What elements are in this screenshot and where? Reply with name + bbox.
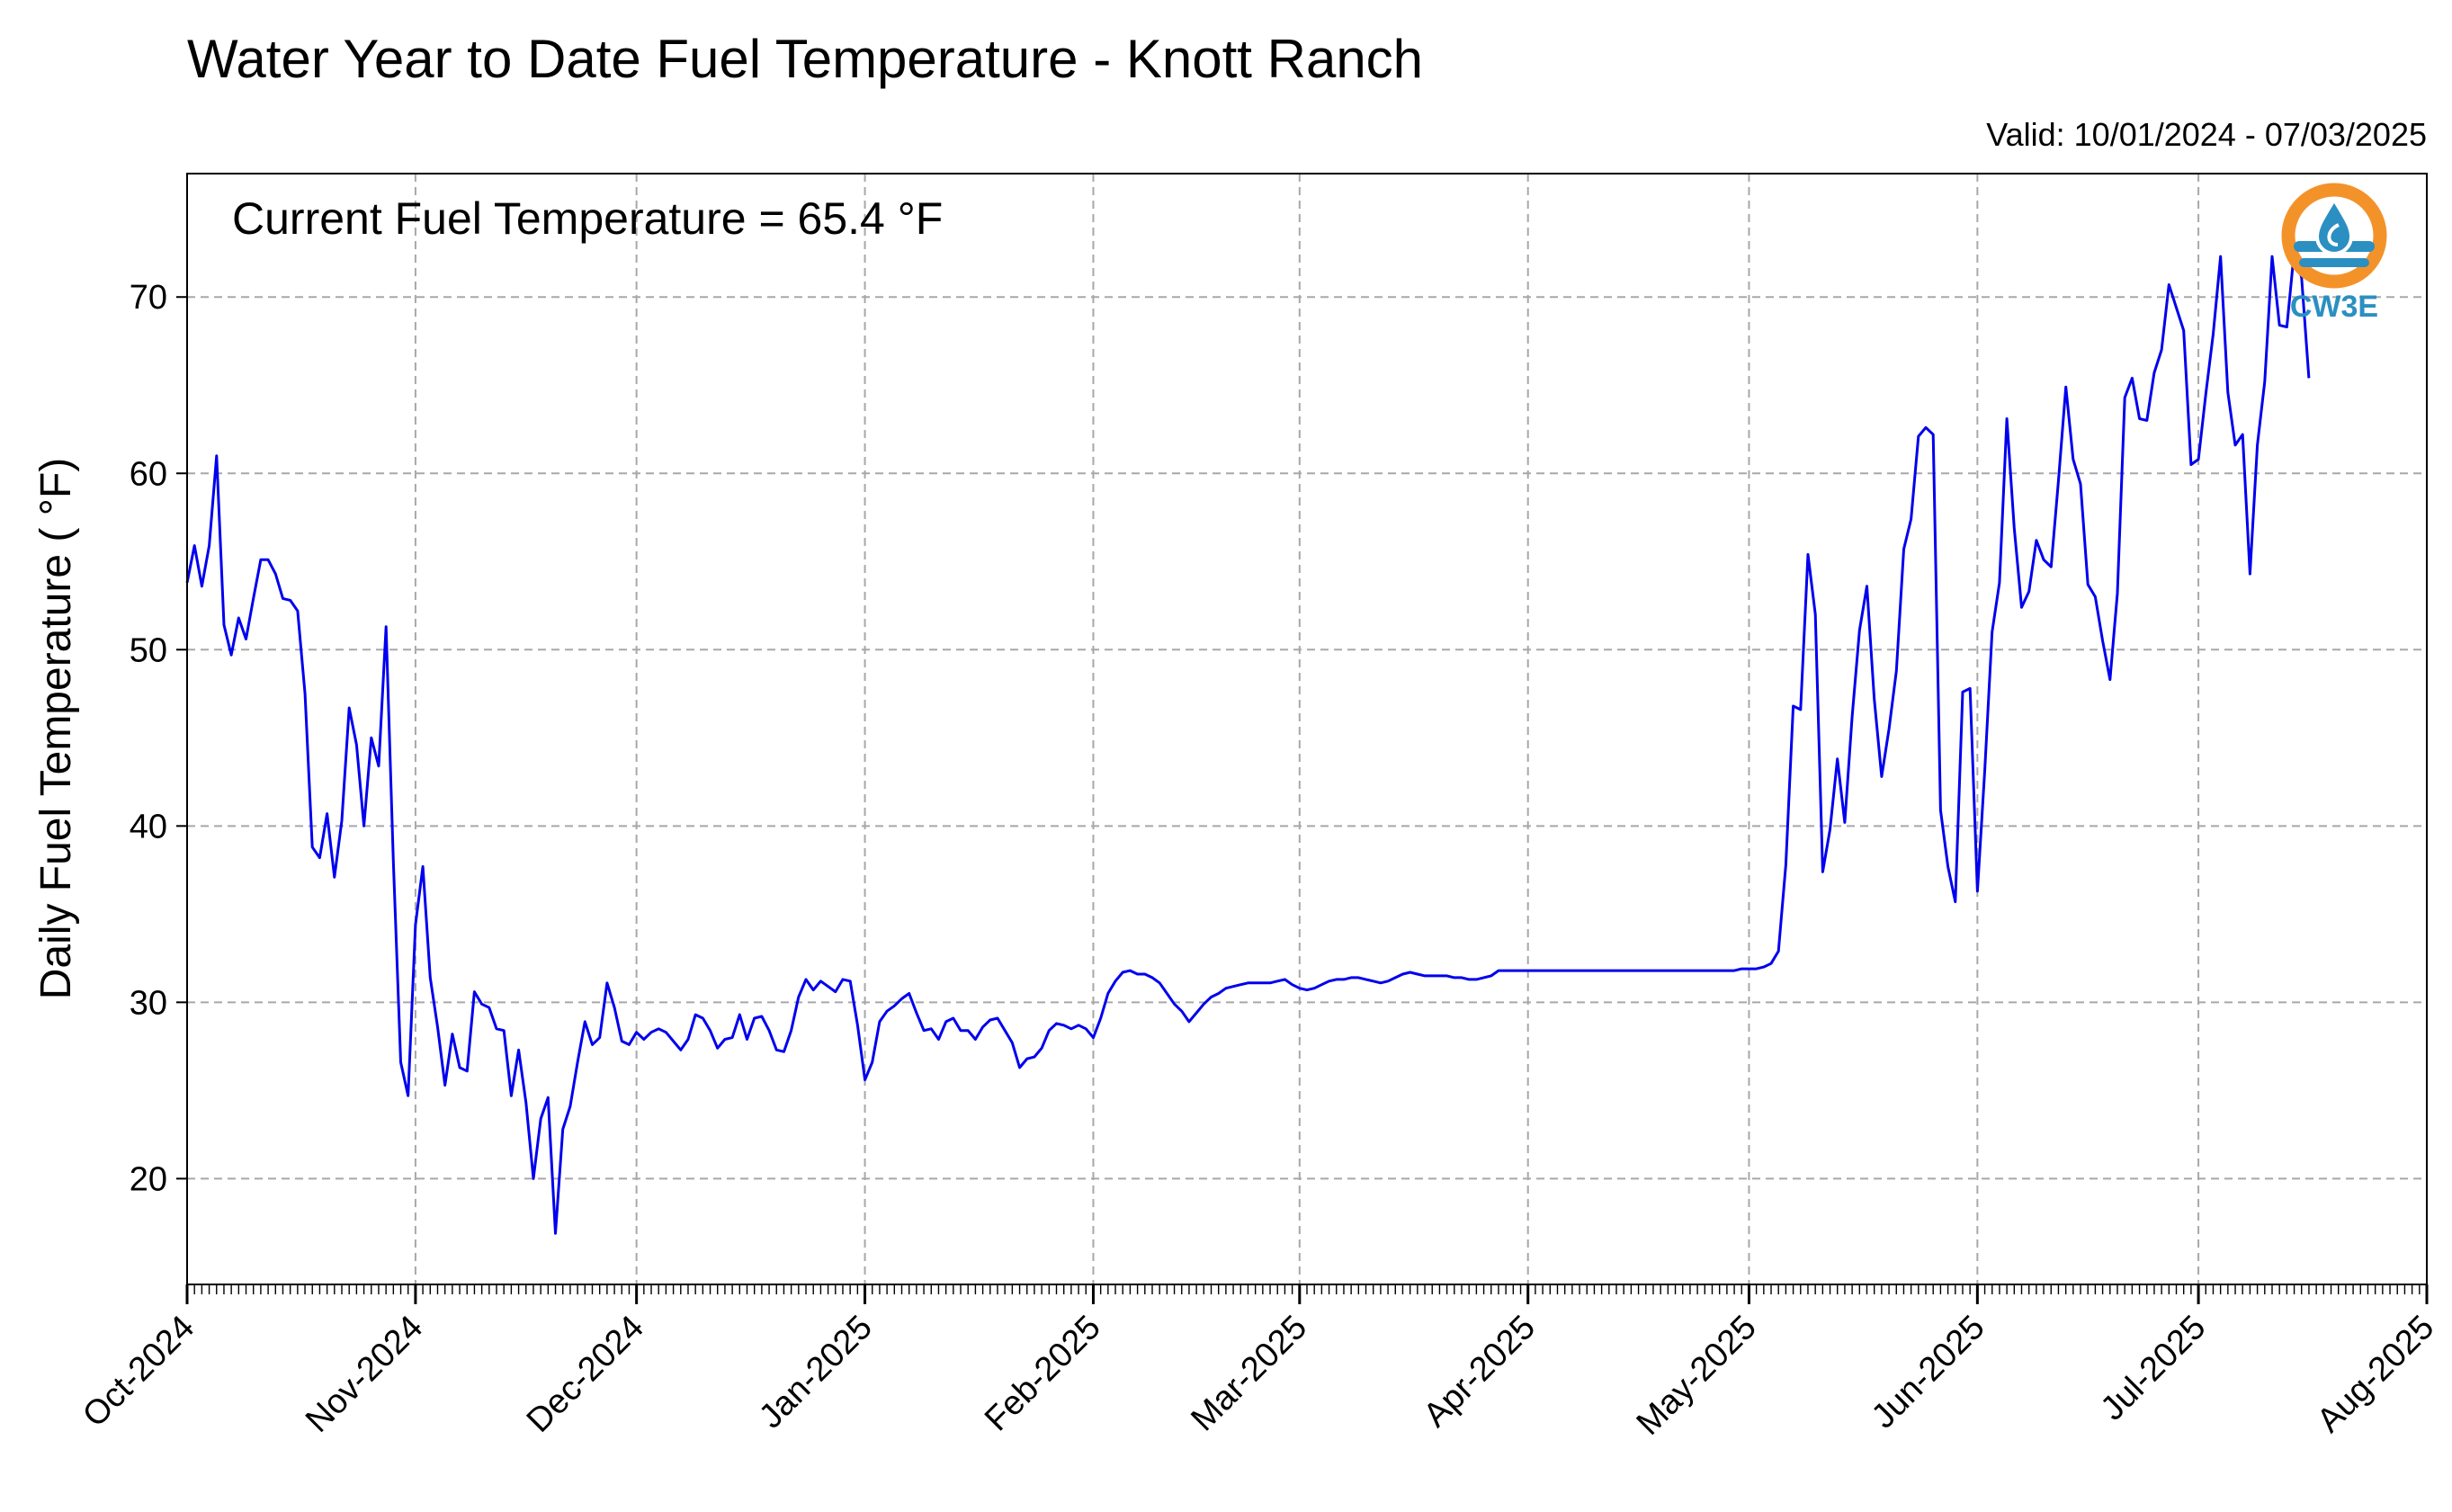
x-tick-label: Dec-2024 — [520, 1309, 651, 1440]
x-tick-label: Jan-2025 — [752, 1309, 880, 1436]
x-tick-label: Oct-2024 — [76, 1309, 201, 1435]
y-axis-label: Daily Fuel Temperature ( °F) — [32, 458, 80, 999]
cw3e-logo: CW3E — [2281, 183, 2387, 324]
minor-ticks — [186, 1284, 2428, 1294]
x-tick-label: Apr-2025 — [1417, 1309, 1543, 1435]
x-tick-label: Nov-2024 — [299, 1309, 430, 1440]
major-ticks — [176, 296, 2429, 1304]
y-tick-labels: 20 30 40 50 60 70 — [130, 279, 167, 1198]
current-fuel-temperature: Current Fuel Temperature = 65.4 °F — [232, 193, 943, 244]
chart-title: Water Year to Date Fuel Temperature - Kn… — [187, 29, 1423, 89]
logo-ring-icon — [2281, 183, 2387, 289]
x-tick-label: Feb-2025 — [978, 1309, 1108, 1439]
grid — [186, 174, 2428, 1284]
valid-range: Valid: 10/01/2024 - 07/03/2025 — [1986, 116, 2427, 153]
y-tick-label: 30 — [130, 984, 167, 1022]
logo-wave-icon — [2299, 258, 2369, 267]
plot-frame — [186, 173, 2428, 1285]
series-line — [185, 249, 2311, 1235]
x-tick-label: Jun-2025 — [1865, 1309, 1992, 1436]
x-tick-label: Aug-2025 — [2310, 1309, 2441, 1440]
y-tick-label: 20 — [130, 1160, 167, 1198]
y-tick-label: 70 — [130, 279, 167, 317]
y-tick-label: 60 — [130, 455, 167, 493]
x-tick-labels: Oct-2024 Nov-2024 Dec-2024 Jan-2025 Feb-2025… — [76, 1309, 2441, 1443]
x-tick-label: Jul-2025 — [2094, 1309, 2214, 1428]
x-tick-label: May-2025 — [1630, 1309, 1764, 1443]
y-tick-label: 40 — [130, 808, 167, 845]
logo-swirl-icon — [2327, 223, 2340, 246]
y-tick-label: 50 — [130, 631, 167, 669]
logo-text: CW3E — [2290, 290, 2378, 324]
x-tick-label: Mar-2025 — [1184, 1309, 1314, 1439]
